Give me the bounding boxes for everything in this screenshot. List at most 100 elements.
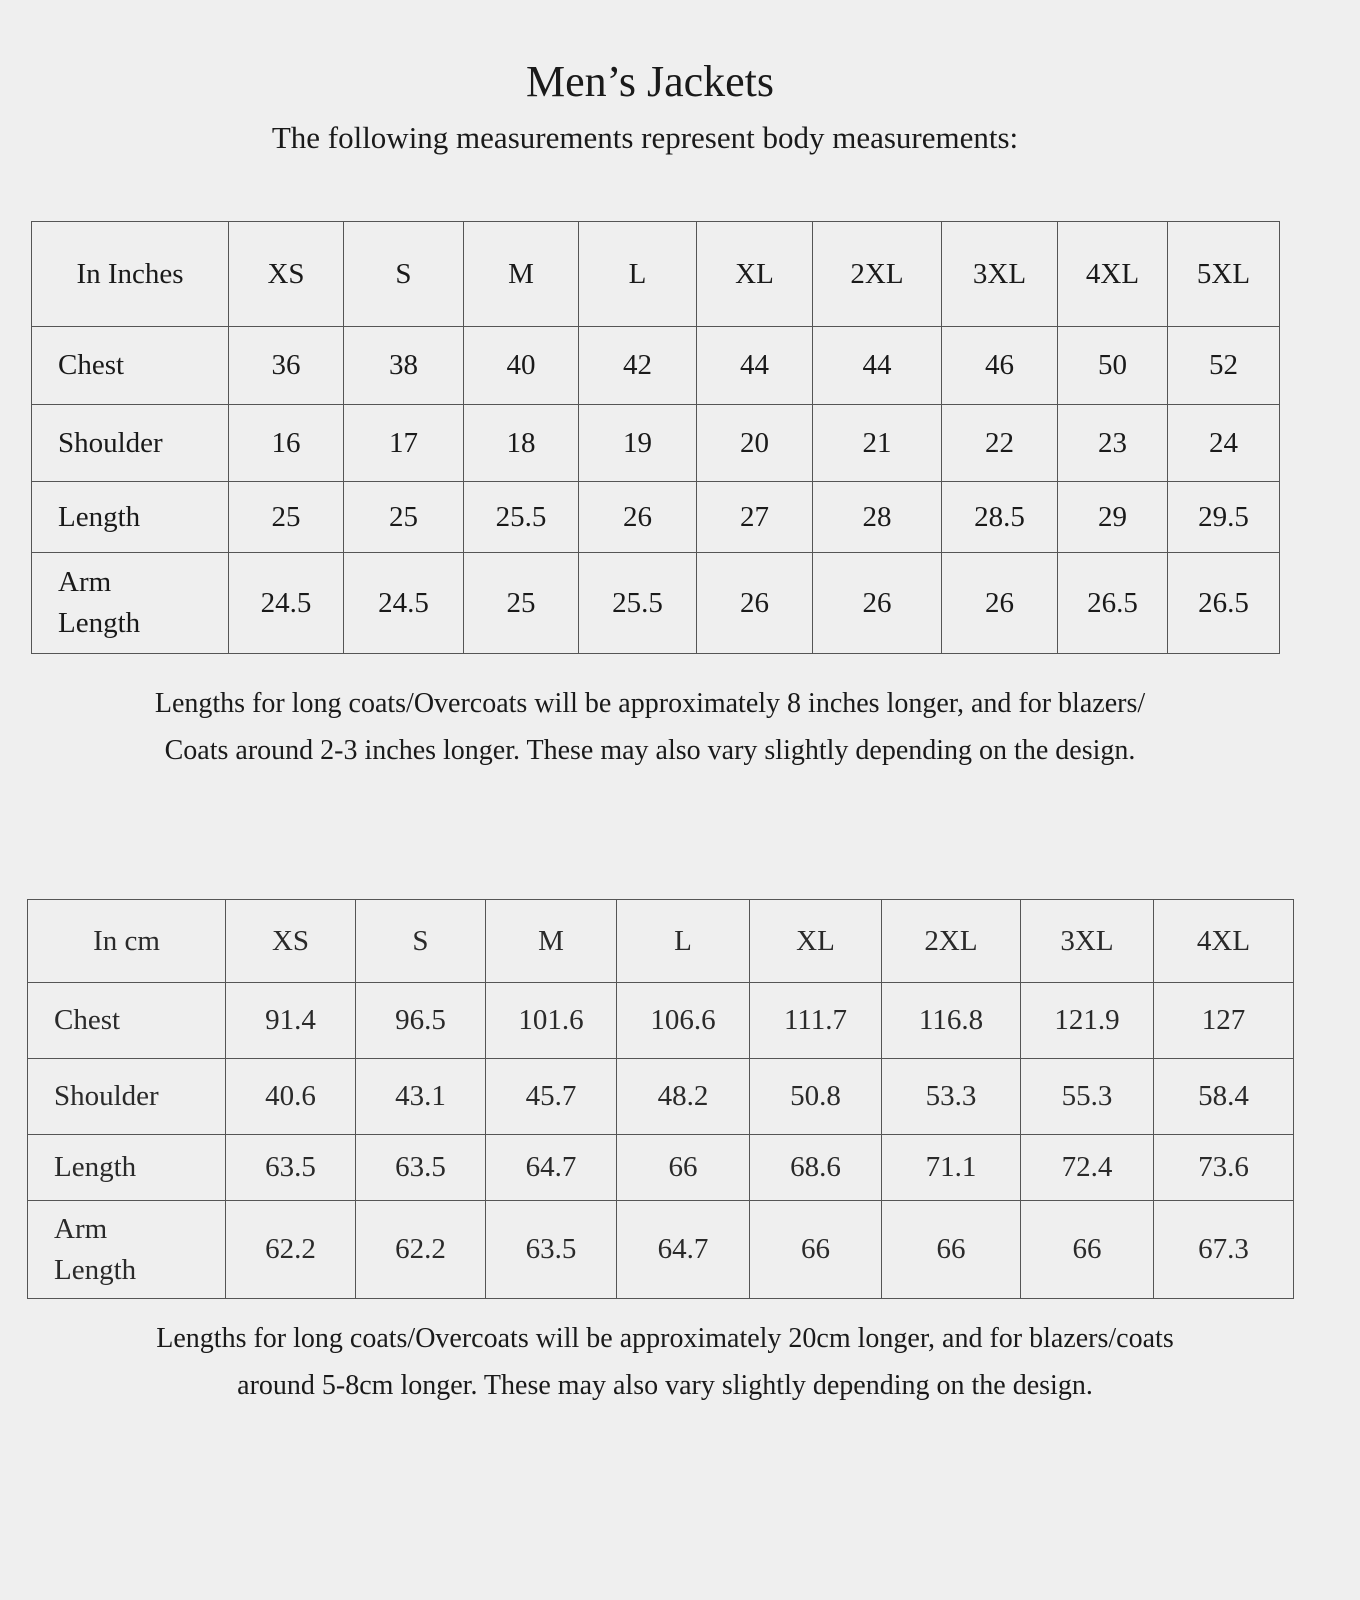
measurement-cell: 43.1 [355,1058,486,1135]
measurement-cell: 106.6 [616,982,750,1059]
measurement-cell: 101.6 [485,982,617,1059]
measurement-cell: 52 [1167,326,1280,405]
header-row: In Inches XS S M L XL 2XL 3XL 4XL 5XL [31,221,1280,327]
measurement-cell: 26 [696,552,813,654]
measurement-cell: 25.5 [463,481,579,553]
table-row: Chest 91.4 96.5 101.6 106.6 111.7 116.8 121.9 12… [27,982,1294,1059]
size-header: XS [225,899,356,983]
cm-note-line: around 5-8cm longer. These may also vary… [237,1370,1093,1401]
size-header: 4XL [1057,221,1168,327]
size-header: L [616,899,750,983]
measurement-cell: 72.4 [1020,1134,1154,1201]
measurement-cell: 22 [941,404,1058,482]
measurement-cell: 71.1 [881,1134,1021,1201]
measurement-cell: 28 [812,481,942,553]
row-label: Length [27,1134,226,1201]
measurement-cell: 26 [812,552,942,654]
measurement-cell: 25.5 [578,552,697,654]
measurement-cell: 66 [1020,1200,1154,1299]
table-row: Length 25 25 25.5 26 27 28 28.5 29 29.5 [31,481,1280,553]
inches-note-line: Lengths for long coats/Overcoats will be… [154,688,1146,719]
table-row: Shoulder 40.6 43.1 45.7 48.2 50.8 53.3 55.3 58.4 [27,1058,1294,1135]
measurement-cell: 26.5 [1057,552,1168,654]
measurement-cell: 26 [578,481,697,553]
measurement-cell: 50.8 [749,1058,882,1135]
size-header: 5XL [1167,221,1280,327]
measurement-cell: 24.5 [343,552,464,654]
measurement-cell: 16 [228,404,344,482]
page-title: Men’s Jackets [525,57,775,106]
measurement-cell: 121.9 [1020,982,1154,1059]
inches-size-table: In Inches XS S M L XL 2XL 3XL 4XL 5XL Chest 36 38 40 4… [31,221,1280,654]
measurement-cell: 21 [812,404,942,482]
row-label: Chest [31,326,229,405]
row-label: Arm Length [27,1200,226,1299]
size-header: XL [749,899,882,983]
table-row: Arm Length 62.2 62.2 63.5 64.7 66 66 66 67.3 [27,1200,1294,1299]
measurement-cell: 64.7 [485,1134,617,1201]
measurement-cell: 50 [1057,326,1168,405]
measurement-cell: 18 [463,404,579,482]
measurement-cell: 28.5 [941,481,1058,553]
measurement-cell: 96.5 [355,982,486,1059]
measurement-cell: 29 [1057,481,1168,553]
measurement-cell: 44 [812,326,942,405]
row-label: Chest [27,982,226,1059]
measurement-cell: 62.2 [225,1200,356,1299]
measurement-cell: 36 [228,326,344,405]
measurement-cell: 58.4 [1153,1058,1294,1135]
table-row: Length 63.5 63.5 64.7 66 68.6 71.1 72.4 73.6 [27,1134,1294,1201]
measurement-cell: 66 [616,1134,750,1201]
measurement-cell: 111.7 [749,982,882,1059]
measurement-cell: 66 [881,1200,1021,1299]
measurement-cell: 19 [578,404,697,482]
size-header: XL [696,221,813,327]
measurement-cell: 44 [696,326,813,405]
measurement-cell: 26.5 [1167,552,1280,654]
measurement-cell: 23 [1057,404,1168,482]
measurement-cell: 40.6 [225,1058,356,1135]
measurement-cell: 63.5 [355,1134,486,1201]
size-header: 4XL [1153,899,1294,983]
measurement-cell: 24.5 [228,552,344,654]
size-header: 2XL [881,899,1021,983]
unit-label: In cm [27,899,226,983]
table-row: Chest 36 38 40 42 44 44 46 50 52 [31,326,1280,405]
measurement-cell: 63.5 [485,1200,617,1299]
measurement-cell: 26 [941,552,1058,654]
table-row: Shoulder 16 17 18 19 20 21 22 23 24 [31,404,1280,482]
measurement-cell: 24 [1167,404,1280,482]
measurement-cell: 127 [1153,982,1294,1059]
measurement-cell: 45.7 [485,1058,617,1135]
inches-note-line: Coats around 2-3 inches longer. These ma… [164,735,1136,766]
measurement-cell: 29.5 [1167,481,1280,553]
measurement-cell: 27 [696,481,813,553]
measurement-cell: 17 [343,404,464,482]
measurement-cell: 25 [228,481,344,553]
measurement-cell: 55.3 [1020,1058,1154,1135]
measurement-cell: 53.3 [881,1058,1021,1135]
header-row: In cm XS S M L XL 2XL 3XL 4XL [27,899,1294,983]
row-label: Arm Length [31,552,229,654]
inches-note: Lengths for long coats/Overcoats will be… [20,680,1280,774]
size-header: 3XL [1020,899,1154,983]
measurement-cell: 62.2 [355,1200,486,1299]
measurement-cell: 63.5 [225,1134,356,1201]
size-header: 3XL [941,221,1058,327]
measurement-cell: 42 [578,326,697,405]
cm-size-table: In cm XS S M L XL 2XL 3XL 4XL Chest 91.4 96.5 101.6 1… [27,899,1294,1299]
measurement-cell: 25 [463,552,579,654]
page-subtitle: The following measurements represent bod… [271,120,1019,155]
size-header: M [463,221,579,327]
measurement-cell: 68.6 [749,1134,882,1201]
cm-note-line: Lengths for long coats/Overcoats will be… [156,1323,1174,1354]
measurement-cell: 25 [343,481,464,553]
measurement-cell: 116.8 [881,982,1021,1059]
measurement-cell: 67.3 [1153,1200,1294,1299]
measurement-cell: 66 [749,1200,882,1299]
size-header: S [355,899,486,983]
table-row: Arm Length 24.5 24.5 25 25.5 26 26 26 26.5 26.5 [31,552,1280,654]
row-label: Length [31,481,229,553]
size-header: XS [228,221,344,327]
measurement-cell: 48.2 [616,1058,750,1135]
